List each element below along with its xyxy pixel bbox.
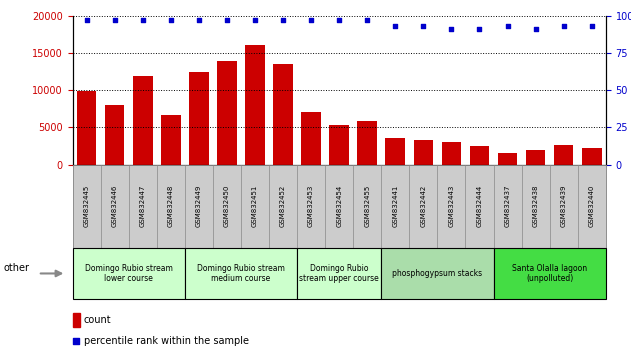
Text: GSM832445: GSM832445 bbox=[83, 185, 90, 227]
Text: GSM832455: GSM832455 bbox=[364, 185, 370, 227]
Point bbox=[362, 18, 372, 23]
Text: GSM832450: GSM832450 bbox=[224, 185, 230, 227]
Point bbox=[334, 18, 345, 23]
Bar bbox=[413, 140, 433, 165]
Text: Domingo Rubio stream
lower course: Domingo Rubio stream lower course bbox=[85, 264, 173, 283]
Point bbox=[81, 18, 91, 23]
Point bbox=[587, 23, 597, 29]
Text: Santa Olalla lagoon
(unpolluted): Santa Olalla lagoon (unpolluted) bbox=[512, 264, 587, 283]
Point bbox=[222, 18, 232, 23]
Bar bbox=[357, 121, 377, 165]
Text: GSM832438: GSM832438 bbox=[533, 185, 539, 228]
Bar bbox=[245, 45, 265, 165]
Text: GSM832447: GSM832447 bbox=[139, 185, 146, 227]
Point bbox=[558, 23, 569, 29]
Text: GSM832449: GSM832449 bbox=[196, 185, 202, 227]
Text: phosphogypsum stacks: phosphogypsum stacks bbox=[392, 269, 483, 278]
Text: GSM832453: GSM832453 bbox=[308, 185, 314, 227]
Text: GSM832444: GSM832444 bbox=[476, 185, 483, 227]
Bar bbox=[77, 91, 97, 165]
Bar bbox=[526, 150, 545, 165]
Text: GSM832454: GSM832454 bbox=[336, 185, 342, 227]
Point bbox=[278, 18, 288, 23]
Text: GSM832443: GSM832443 bbox=[449, 185, 454, 227]
Point bbox=[390, 23, 400, 29]
Point bbox=[260, 255, 270, 261]
Bar bbox=[498, 153, 517, 165]
Point bbox=[502, 23, 512, 29]
Point bbox=[475, 27, 485, 32]
Bar bbox=[189, 72, 209, 165]
Point bbox=[138, 18, 148, 23]
Bar bbox=[386, 138, 405, 165]
Bar bbox=[273, 63, 293, 165]
Text: GSM832437: GSM832437 bbox=[505, 185, 510, 228]
Point bbox=[306, 18, 316, 23]
Point bbox=[250, 18, 260, 23]
Text: GSM832441: GSM832441 bbox=[392, 185, 398, 227]
Bar bbox=[442, 142, 461, 165]
Point bbox=[418, 23, 428, 29]
Point bbox=[446, 27, 456, 32]
Text: GSM832452: GSM832452 bbox=[280, 185, 286, 227]
Text: GSM832440: GSM832440 bbox=[589, 185, 595, 227]
Bar bbox=[469, 146, 489, 165]
Point bbox=[194, 18, 204, 23]
Text: GSM832448: GSM832448 bbox=[168, 185, 174, 227]
Point bbox=[166, 18, 176, 23]
Text: GSM832442: GSM832442 bbox=[420, 185, 427, 227]
Text: other: other bbox=[3, 263, 29, 273]
Text: GSM832439: GSM832439 bbox=[561, 185, 567, 228]
Bar bbox=[217, 61, 237, 165]
Bar bbox=[133, 76, 153, 165]
Text: percentile rank within the sample: percentile rank within the sample bbox=[83, 336, 249, 346]
Text: count: count bbox=[83, 315, 111, 325]
Bar bbox=[301, 112, 321, 165]
Text: GSM832451: GSM832451 bbox=[252, 185, 258, 227]
Bar bbox=[554, 145, 574, 165]
Bar bbox=[105, 105, 124, 165]
Bar bbox=[73, 313, 81, 327]
Text: Domingo Rubio
stream upper course: Domingo Rubio stream upper course bbox=[299, 264, 379, 283]
Point bbox=[531, 27, 541, 32]
Text: GSM832446: GSM832446 bbox=[112, 185, 117, 227]
Bar bbox=[161, 115, 180, 165]
Point bbox=[110, 18, 120, 23]
Text: Domingo Rubio stream
medium course: Domingo Rubio stream medium course bbox=[197, 264, 285, 283]
Bar bbox=[582, 148, 601, 165]
Bar bbox=[329, 125, 349, 165]
